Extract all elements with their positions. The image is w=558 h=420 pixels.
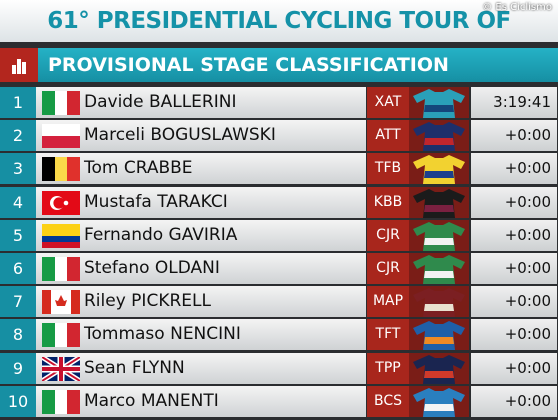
header-band [0, 48, 558, 82]
rider-name: Stefano OLDANI [36, 253, 366, 284]
jersey-svg [413, 221, 465, 251]
rider-name: Tom CRABBE [36, 153, 366, 185]
time: +0:00 [471, 186, 557, 218]
time: +0:00 [471, 286, 557, 318]
rider-name: Sean FLYNN [36, 352, 366, 384]
time: +0:00 [471, 352, 557, 384]
rank: 6 [0, 253, 36, 284]
jersey-svg [413, 321, 465, 351]
time: +0:00 [471, 219, 557, 251]
watermark: © Es Ciclismo [482, 2, 552, 13]
team-jersey [409, 286, 469, 318]
time: +0:00 [471, 120, 557, 152]
team-code: TFB [367, 153, 409, 185]
flag [42, 323, 80, 348]
team-code: ATT [367, 120, 409, 152]
team-code: TPP [367, 352, 409, 384]
rank: 1 [0, 87, 36, 118]
team-code: TFT [367, 319, 409, 351]
flag [42, 290, 80, 315]
team-jersey [409, 186, 469, 218]
jersey-svg [413, 354, 465, 384]
team-jersey [409, 319, 469, 351]
jersey-svg [413, 387, 465, 417]
team-jersey [409, 87, 469, 118]
flag-svg [42, 91, 80, 115]
team-code: MAP [367, 286, 409, 318]
rank: 5 [0, 219, 36, 251]
jersey-svg [413, 122, 465, 152]
icon-svg [12, 59, 26, 74]
flag [40, 354, 82, 383]
jersey-svg [413, 188, 465, 218]
flag [42, 257, 80, 281]
rider-name: Riley PICKRELL [36, 286, 366, 318]
team-jersey [409, 253, 469, 284]
title: 61° PRESIDENTIAL CYCLING TOUR OF TÜRKIYE [0, 0, 558, 76]
team-code: KBB [367, 186, 409, 218]
rank: 3 [0, 153, 36, 185]
flag [42, 91, 80, 115]
flag-svg [40, 354, 82, 383]
jersey-svg [413, 288, 465, 318]
team-jersey [409, 120, 469, 152]
time: +0:00 [471, 385, 557, 417]
team-code: CJR [367, 219, 409, 251]
flag-svg [42, 290, 80, 315]
rank: 8 [0, 319, 36, 351]
flag-svg [42, 190, 80, 215]
chart-icon [0, 48, 38, 82]
jersey-svg [413, 155, 465, 185]
flag-svg [42, 323, 80, 348]
rider-name: Marceli BOGUSLAWSKI [36, 120, 366, 152]
time: +0:00 [471, 319, 557, 351]
team-jersey [409, 219, 469, 251]
subtitle: PROVISIONAL STAGE CLASSIFICATION [48, 54, 449, 76]
flag-svg [42, 223, 80, 248]
rank: 7 [0, 286, 36, 318]
rider-name: Marco MANENTI [36, 385, 366, 417]
team-jersey [409, 385, 469, 417]
flag [42, 157, 80, 182]
flag [42, 389, 80, 414]
rider-name: Fernando GAVIRIA [36, 219, 366, 251]
team-jersey [409, 352, 469, 384]
time: +0:00 [471, 153, 557, 185]
time: +0:00 [471, 253, 557, 284]
rank: 2 [0, 120, 36, 152]
jersey-svg [413, 255, 465, 284]
flag [42, 124, 80, 149]
flag [42, 190, 80, 215]
flag [42, 223, 80, 248]
rank: 10 [0, 385, 36, 417]
team-jersey [409, 153, 469, 185]
team-code: XAT [367, 87, 409, 118]
rider-name: Davide BALLERINI [36, 87, 366, 118]
flag-svg [42, 157, 80, 182]
rank: 9 [0, 352, 36, 384]
time: 3:19:41 [471, 87, 557, 118]
rider-name: Mustafa TARAKCI [36, 186, 366, 218]
flag-svg [42, 124, 80, 149]
rank: 4 [0, 186, 36, 218]
team-code: BCS [367, 385, 409, 417]
jersey-svg [413, 89, 465, 118]
team-code: CJR [367, 253, 409, 284]
flag-svg [42, 389, 80, 414]
flag-svg [42, 257, 80, 281]
rider-name: Tommaso NENCINI [36, 319, 366, 351]
